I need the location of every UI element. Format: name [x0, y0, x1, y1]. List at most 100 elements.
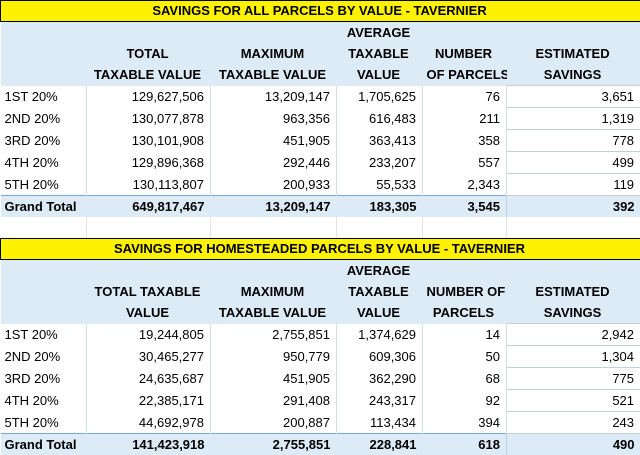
- total-taxable-value-cell[interactable]: 19,244,805: [87, 324, 211, 346]
- grand-total-savings-cell[interactable]: 392: [507, 196, 640, 218]
- header-cell[interactable]: VALUE: [337, 64, 423, 86]
- header-cell[interactable]: [507, 22, 640, 44]
- avg-taxable-value-cell[interactable]: 362,290: [337, 368, 423, 390]
- estimated-savings-cell[interactable]: 3,651: [507, 86, 640, 108]
- estimated-savings-cell[interactable]: 1,319: [507, 108, 640, 130]
- parcel-count-cell[interactable]: 557: [423, 152, 507, 174]
- grand-total-value-cell[interactable]: 141,423,918: [87, 434, 211, 455]
- row-label[interactable]: 4TH 20%: [1, 152, 87, 174]
- parcel-count-cell[interactable]: 92: [423, 390, 507, 412]
- header-cell[interactable]: SAVINGS: [507, 64, 640, 86]
- grand-total-value-cell[interactable]: 649,817,467: [87, 196, 211, 218]
- avg-taxable-value-cell[interactable]: 1,705,625: [337, 86, 423, 108]
- estimated-savings-cell[interactable]: 119: [507, 174, 640, 196]
- header-cell[interactable]: AVERAGE: [337, 22, 423, 44]
- grand-total-count-cell[interactable]: 3,545: [423, 196, 507, 218]
- total-taxable-value-cell[interactable]: 129,627,506: [87, 86, 211, 108]
- header-cell[interactable]: [211, 260, 337, 282]
- max-taxable-value-cell[interactable]: 2,755,851: [211, 324, 337, 346]
- max-taxable-value-cell[interactable]: 13,209,147: [211, 86, 337, 108]
- header-cell[interactable]: [87, 260, 211, 282]
- empty-cell[interactable]: [423, 217, 507, 238]
- avg-taxable-value-cell[interactable]: 243,317: [337, 390, 423, 412]
- header-cell[interactable]: [1, 43, 87, 64]
- empty-cell[interactable]: [1, 217, 87, 238]
- avg-taxable-value-cell[interactable]: 233,207: [337, 152, 423, 174]
- avg-taxable-value-cell[interactable]: 113,434: [337, 412, 423, 434]
- parcel-count-cell[interactable]: 68: [423, 368, 507, 390]
- parcel-count-cell[interactable]: 14: [423, 324, 507, 346]
- header-cell[interactable]: TAXABLE: [337, 43, 423, 64]
- parcel-count-cell[interactable]: 394: [423, 412, 507, 434]
- header-cell[interactable]: TAXABLE VALUE: [211, 302, 337, 324]
- header-cell[interactable]: TOTAL: [87, 43, 211, 64]
- header-cell[interactable]: TAXABLE: [337, 281, 423, 302]
- total-taxable-value-cell[interactable]: 24,635,687: [87, 368, 211, 390]
- header-cell[interactable]: [1, 302, 87, 324]
- avg-taxable-value-cell[interactable]: 363,413: [337, 130, 423, 152]
- estimated-savings-cell[interactable]: 778: [507, 130, 640, 152]
- empty-cell[interactable]: [337, 217, 423, 238]
- header-cell[interactable]: [1, 260, 87, 282]
- grand-total-avg-cell[interactable]: 228,841: [337, 434, 423, 455]
- max-taxable-value-cell[interactable]: 451,905: [211, 368, 337, 390]
- grand-total-max-cell[interactable]: 2,755,851: [211, 434, 337, 455]
- row-label[interactable]: 3RD 20%: [1, 130, 87, 152]
- header-cell[interactable]: NUMBER: [423, 43, 507, 64]
- grand-total-savings-cell[interactable]: 490: [507, 434, 640, 455]
- header-cell[interactable]: [211, 22, 337, 44]
- header-cell[interactable]: [423, 22, 507, 44]
- max-taxable-value-cell[interactable]: 200,933: [211, 174, 337, 196]
- estimated-savings-cell[interactable]: 243: [507, 412, 640, 434]
- header-cell[interactable]: VALUE: [87, 302, 211, 324]
- header-cell[interactable]: ESTIMATED: [507, 281, 640, 302]
- max-taxable-value-cell[interactable]: 451,905: [211, 130, 337, 152]
- avg-taxable-value-cell[interactable]: 609,306: [337, 346, 423, 368]
- header-cell[interactable]: [423, 260, 507, 282]
- avg-taxable-value-cell[interactable]: 1,374,629: [337, 324, 423, 346]
- estimated-savings-cell[interactable]: 499: [507, 152, 640, 174]
- row-label[interactable]: 4TH 20%: [1, 390, 87, 412]
- empty-cell[interactable]: [211, 217, 337, 238]
- parcel-count-cell[interactable]: 2,343: [423, 174, 507, 196]
- total-taxable-value-cell[interactable]: 30,465,277: [87, 346, 211, 368]
- total-taxable-value-cell[interactable]: 44,692,978: [87, 412, 211, 434]
- header-cell[interactable]: TAXABLE VALUE: [87, 64, 211, 86]
- header-cell[interactable]: TAXABLE VALUE: [211, 64, 337, 86]
- max-taxable-value-cell[interactable]: 950,779: [211, 346, 337, 368]
- total-taxable-value-cell[interactable]: 130,101,908: [87, 130, 211, 152]
- grand-total-avg-cell[interactable]: 183,305: [337, 196, 423, 218]
- header-cell[interactable]: NUMBER OF: [423, 281, 507, 302]
- empty-cell[interactable]: [507, 217, 640, 238]
- row-label[interactable]: 1ST 20%: [1, 324, 87, 346]
- parcel-count-cell[interactable]: 358: [423, 130, 507, 152]
- header-cell[interactable]: AVERAGE: [337, 260, 423, 282]
- header-cell[interactable]: [87, 22, 211, 44]
- row-label[interactable]: 1ST 20%: [1, 86, 87, 108]
- header-cell[interactable]: [1, 22, 87, 44]
- row-label[interactable]: 5TH 20%: [1, 174, 87, 196]
- header-cell[interactable]: [1, 64, 87, 86]
- header-cell[interactable]: ESTIMATED: [507, 43, 640, 64]
- total-taxable-value-cell[interactable]: 22,385,171: [87, 390, 211, 412]
- row-label[interactable]: 2ND 20%: [1, 108, 87, 130]
- max-taxable-value-cell[interactable]: 200,887: [211, 412, 337, 434]
- estimated-savings-cell[interactable]: 775: [507, 368, 640, 390]
- row-label[interactable]: 5TH 20%: [1, 412, 87, 434]
- max-taxable-value-cell[interactable]: 292,446: [211, 152, 337, 174]
- table-title[interactable]: SAVINGS FOR ALL PARCELS BY VALUE - TAVER…: [1, 1, 640, 22]
- max-taxable-value-cell[interactable]: 963,356: [211, 108, 337, 130]
- row-label[interactable]: 2ND 20%: [1, 346, 87, 368]
- header-cell[interactable]: MAXIMUM: [211, 43, 337, 64]
- grand-total-max-cell[interactable]: 13,209,147: [211, 196, 337, 218]
- grand-total-label[interactable]: Grand Total: [1, 434, 87, 455]
- estimated-savings-cell[interactable]: 1,304: [507, 346, 640, 368]
- max-taxable-value-cell[interactable]: 291,408: [211, 390, 337, 412]
- total-taxable-value-cell[interactable]: 130,077,878: [87, 108, 211, 130]
- header-cell[interactable]: TOTAL TAXABLE: [87, 281, 211, 302]
- total-taxable-value-cell[interactable]: 130,113,807: [87, 174, 211, 196]
- parcel-count-cell[interactable]: 76: [423, 86, 507, 108]
- header-cell[interactable]: SAVINGS: [507, 302, 640, 324]
- estimated-savings-cell[interactable]: 2,942: [507, 324, 640, 346]
- empty-cell[interactable]: [87, 217, 211, 238]
